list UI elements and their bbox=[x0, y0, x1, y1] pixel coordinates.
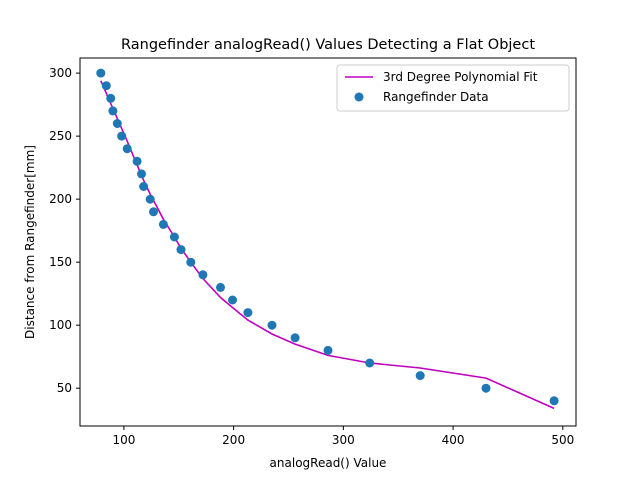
axes-frame bbox=[79, 57, 577, 427]
data-point bbox=[549, 396, 559, 406]
data-point bbox=[290, 333, 300, 343]
x-tick-label: 500 bbox=[551, 433, 574, 447]
x-tick-label: 300 bbox=[332, 433, 355, 447]
data-point bbox=[243, 308, 253, 318]
data-point bbox=[198, 270, 208, 280]
y-tick-label: 300 bbox=[49, 66, 72, 80]
y-tick-label: 200 bbox=[49, 192, 72, 206]
data-point bbox=[145, 194, 155, 204]
data-point bbox=[112, 119, 122, 128]
data-point bbox=[117, 131, 127, 141]
data-point bbox=[323, 345, 333, 355]
data-point bbox=[122, 144, 132, 154]
data-point bbox=[96, 68, 106, 78]
chart-title: Rangefinder analogRead() Values Detectin… bbox=[121, 37, 535, 53]
axis-ticks: 100 200 300 400 500 50 100 150 200 250 300 bbox=[49, 66, 574, 447]
y-tick-label: 250 bbox=[49, 129, 72, 143]
legend-box bbox=[336, 64, 570, 112]
data-point bbox=[267, 320, 277, 330]
data-point bbox=[108, 106, 118, 116]
legend: 3rd Degree Polynomial Fit Rangefinder Dat… bbox=[336, 64, 570, 112]
plot-area bbox=[96, 68, 559, 410]
legend-label-fit: 3rd Degree Polynomial Fit bbox=[383, 70, 538, 84]
fit-line bbox=[100, 80, 555, 410]
x-tick-label: 200 bbox=[222, 433, 245, 447]
data-point bbox=[216, 282, 225, 292]
x-tick-label: 100 bbox=[112, 433, 135, 447]
data-point bbox=[365, 358, 375, 368]
y-tick-label: 50 bbox=[57, 381, 72, 395]
data-point bbox=[158, 219, 168, 229]
data-point bbox=[149, 207, 158, 217]
data-point bbox=[415, 371, 425, 381]
y-tick-label: 150 bbox=[49, 255, 72, 269]
data-point bbox=[169, 232, 179, 242]
data-point bbox=[186, 257, 196, 267]
data-point bbox=[106, 93, 116, 103]
legend-marker-swatch bbox=[354, 92, 364, 102]
data-point bbox=[101, 81, 111, 91]
data-point bbox=[139, 182, 149, 191]
data-point bbox=[176, 245, 186, 255]
y-axis-label: Distance from Rangefinder[mm] bbox=[23, 145, 37, 339]
data-point bbox=[481, 383, 491, 393]
x-axis-label: analogRead() Value bbox=[270, 456, 387, 470]
y-tick-label: 100 bbox=[49, 318, 72, 332]
x-tick-label: 400 bbox=[442, 433, 465, 447]
data-point bbox=[137, 169, 146, 179]
data-point bbox=[132, 156, 142, 166]
legend-label-data: Rangefinder Data bbox=[383, 90, 489, 104]
data-point bbox=[228, 295, 237, 305]
